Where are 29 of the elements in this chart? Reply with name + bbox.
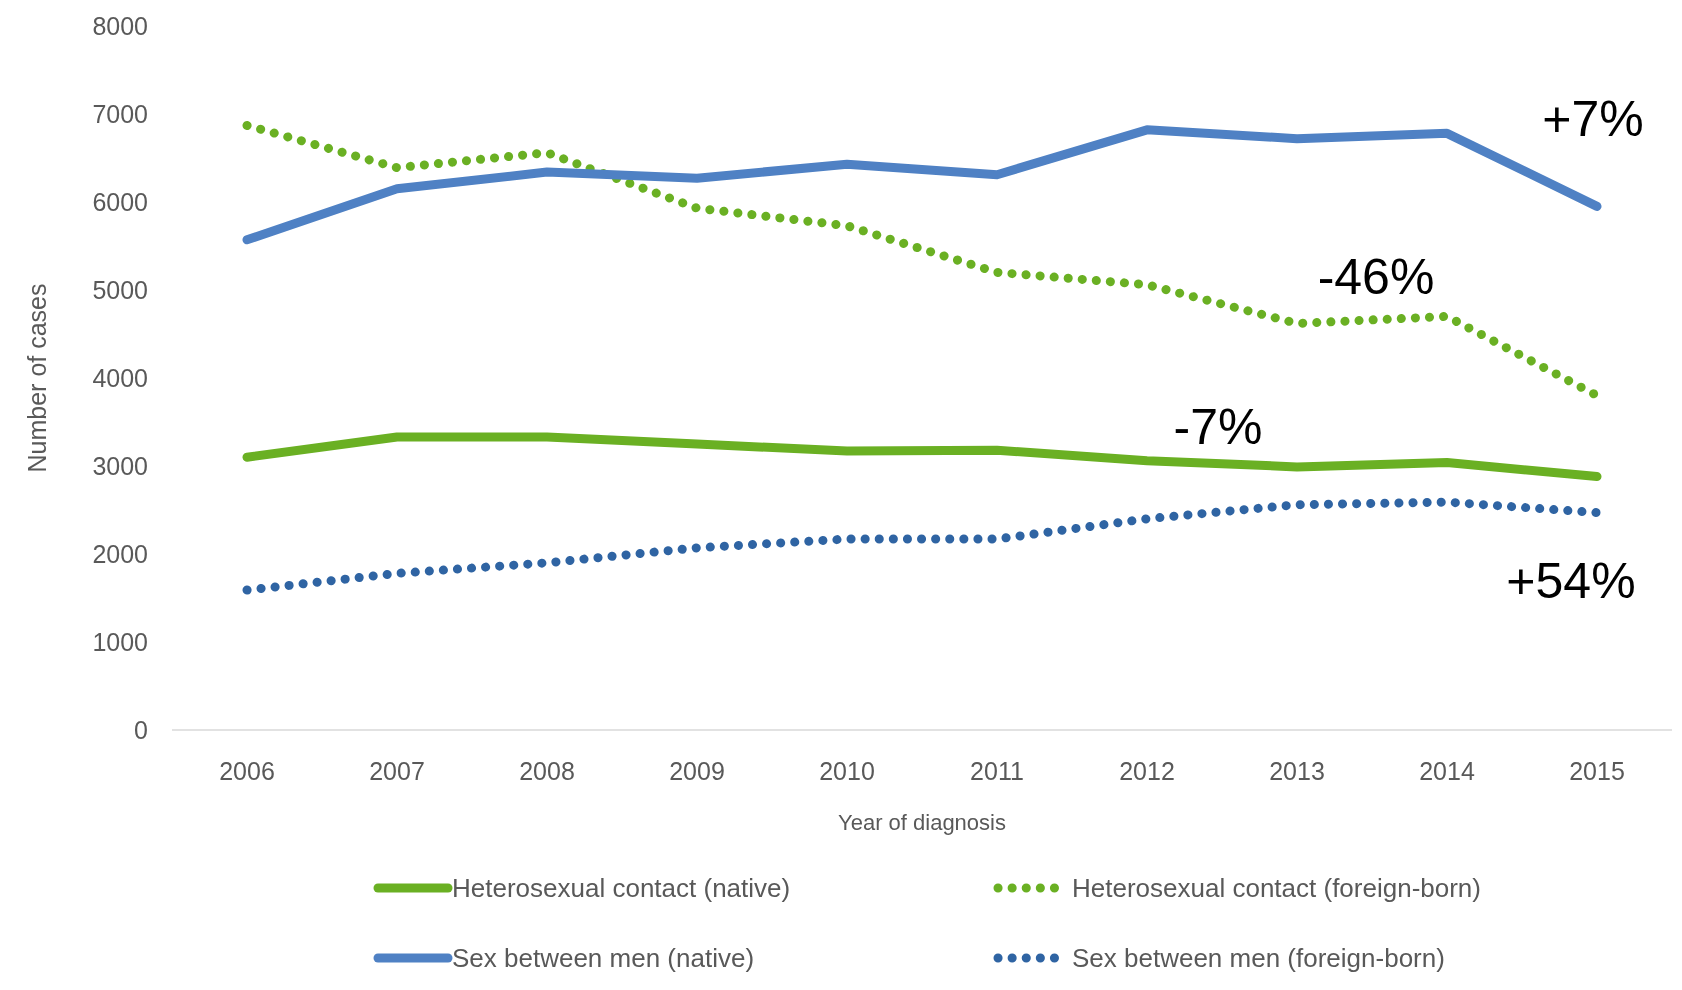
x-tick-label: 2006 (219, 757, 275, 785)
annotation: +54% (1506, 552, 1636, 609)
annotation: +7% (1542, 90, 1644, 147)
x-tick-label: 2013 (1269, 757, 1325, 785)
y-tick-label: 1000 (92, 627, 148, 656)
y-tick-label: 0 (134, 715, 148, 744)
legend-label: Sex between men (foreign-born) (1072, 943, 1445, 974)
x-tick-label: 2011 (970, 757, 1024, 785)
x-tick-label: 2015 (1569, 757, 1625, 785)
x-tick-label: 2009 (669, 757, 725, 785)
x-tick-label: 2012 (1119, 757, 1175, 785)
y-tick-label: 2000 (92, 539, 148, 568)
annotation: -46% (1317, 248, 1435, 305)
annotation: -7% (1173, 398, 1263, 455)
y-tick-label: 7000 (92, 99, 148, 128)
x-tick-label: 2014 (1419, 757, 1475, 785)
y-tick-label: 3000 (92, 451, 148, 480)
x-tick-label: 2008 (519, 757, 575, 785)
y-tick-label: 6000 (92, 187, 148, 216)
x-tick-label: 2007 (369, 757, 425, 785)
y-tick-label: 8000 (92, 11, 148, 40)
x-tick-label: 2010 (819, 757, 875, 785)
legend-label: Heterosexual contact (native) (452, 873, 791, 904)
y-axis-title: Number of cases (23, 283, 51, 473)
y-tick-label: 5000 (92, 275, 148, 304)
legend-label: Heterosexual contact (foreign-born) (1072, 873, 1481, 904)
x-axis-title: Year of diagnosis (838, 810, 1006, 835)
legend-label: Sex between men (native) (452, 943, 755, 974)
y-tick-label: 4000 (92, 363, 148, 392)
